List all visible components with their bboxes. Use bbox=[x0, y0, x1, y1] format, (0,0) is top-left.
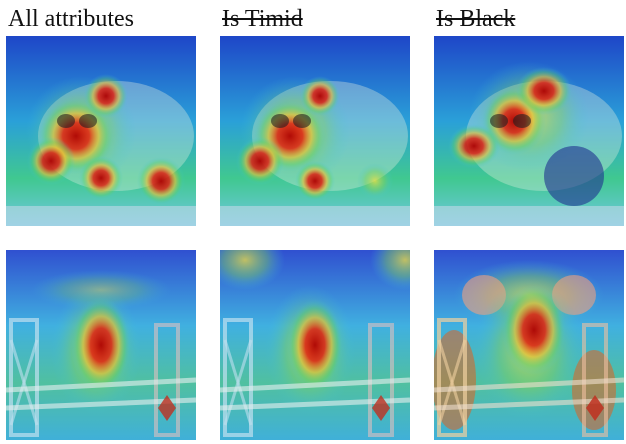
column-label-all-attributes: All attributes bbox=[8, 6, 134, 32]
column-label-is-black: Is Black bbox=[436, 6, 516, 32]
panda-heatmap-all-attributes bbox=[6, 36, 196, 226]
column-label-is-timid: Is Timid bbox=[222, 6, 303, 32]
horse-heatmap-is-black bbox=[434, 250, 624, 440]
panda-heatmap-is-black bbox=[434, 36, 624, 226]
panda-heatmap-is-timid bbox=[220, 36, 410, 226]
horse-heatmap-all-attributes bbox=[6, 250, 196, 440]
horse-heatmap-is-timid bbox=[220, 250, 410, 440]
